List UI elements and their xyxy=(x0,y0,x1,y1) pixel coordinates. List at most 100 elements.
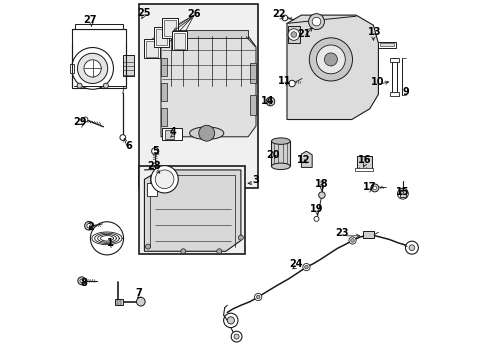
Bar xyxy=(355,168,373,171)
Bar xyxy=(363,231,373,238)
Bar xyxy=(287,26,300,43)
Text: 2: 2 xyxy=(87,222,94,232)
Text: 21: 21 xyxy=(297,29,310,39)
Circle shape xyxy=(311,17,320,26)
Bar xyxy=(356,156,371,170)
Circle shape xyxy=(348,237,355,244)
Text: 6: 6 xyxy=(125,141,132,151)
Text: 14: 14 xyxy=(261,96,274,106)
Circle shape xyxy=(155,170,174,189)
Bar xyxy=(146,41,158,57)
Circle shape xyxy=(405,241,418,254)
Circle shape xyxy=(84,60,101,77)
Circle shape xyxy=(309,38,352,81)
Text: 4: 4 xyxy=(169,127,176,138)
Circle shape xyxy=(181,249,185,254)
Bar xyxy=(70,64,74,73)
Text: 3: 3 xyxy=(251,175,258,185)
Bar xyxy=(162,18,177,38)
Circle shape xyxy=(372,186,376,190)
Ellipse shape xyxy=(271,138,289,144)
Bar xyxy=(389,92,399,96)
Circle shape xyxy=(231,331,242,342)
Bar xyxy=(139,166,244,254)
Text: 26: 26 xyxy=(187,9,201,19)
Circle shape xyxy=(136,297,145,306)
Bar xyxy=(153,27,168,47)
Circle shape xyxy=(408,245,414,251)
Text: 20: 20 xyxy=(265,150,279,160)
Circle shape xyxy=(397,188,407,199)
Bar xyxy=(161,83,167,101)
Bar xyxy=(146,183,156,196)
Circle shape xyxy=(151,148,159,155)
Bar xyxy=(122,55,134,76)
Circle shape xyxy=(77,83,82,88)
Polygon shape xyxy=(161,36,256,137)
Bar xyxy=(391,58,397,95)
Bar xyxy=(161,108,167,126)
Ellipse shape xyxy=(271,163,289,170)
Bar xyxy=(144,39,159,58)
Text: 15: 15 xyxy=(395,186,409,197)
Circle shape xyxy=(268,100,272,103)
Bar xyxy=(389,58,399,62)
Circle shape xyxy=(324,53,337,66)
Bar xyxy=(379,43,393,46)
Circle shape xyxy=(80,279,83,283)
Circle shape xyxy=(103,83,108,88)
Circle shape xyxy=(318,192,325,198)
Circle shape xyxy=(199,125,214,141)
Circle shape xyxy=(308,14,324,30)
Circle shape xyxy=(288,80,295,87)
Bar xyxy=(271,141,289,166)
Text: 13: 13 xyxy=(367,27,381,37)
Text: 16: 16 xyxy=(358,155,371,165)
Circle shape xyxy=(370,184,378,192)
Circle shape xyxy=(223,313,238,328)
Text: 29: 29 xyxy=(73,117,86,127)
Circle shape xyxy=(302,264,309,271)
Text: 8: 8 xyxy=(81,278,87,288)
Text: 9: 9 xyxy=(402,87,408,97)
Circle shape xyxy=(290,32,296,37)
Text: 7: 7 xyxy=(135,288,142,298)
Text: 18: 18 xyxy=(314,179,328,189)
Text: 28: 28 xyxy=(147,161,160,171)
Bar xyxy=(378,42,395,48)
Bar xyxy=(115,299,122,305)
Circle shape xyxy=(287,29,299,40)
Circle shape xyxy=(87,224,91,228)
Bar xyxy=(164,130,173,139)
Bar xyxy=(399,190,405,197)
Bar xyxy=(171,31,186,50)
Bar xyxy=(75,24,122,29)
Text: 19: 19 xyxy=(309,204,323,214)
Circle shape xyxy=(84,221,93,230)
Text: 12: 12 xyxy=(297,155,310,165)
Circle shape xyxy=(77,53,107,84)
Bar xyxy=(249,63,256,83)
Bar xyxy=(162,128,182,140)
Circle shape xyxy=(282,15,287,21)
Text: 23: 23 xyxy=(335,228,348,238)
Bar xyxy=(72,29,125,88)
Ellipse shape xyxy=(189,127,224,140)
Bar xyxy=(139,4,258,188)
Text: 1: 1 xyxy=(107,238,114,248)
Text: 22: 22 xyxy=(271,9,285,19)
Circle shape xyxy=(234,334,239,339)
Bar xyxy=(249,95,256,115)
Bar xyxy=(164,20,175,36)
Polygon shape xyxy=(144,170,241,251)
Circle shape xyxy=(265,97,274,106)
Text: 11: 11 xyxy=(278,76,291,86)
Circle shape xyxy=(350,239,354,242)
Circle shape xyxy=(216,249,222,254)
Bar xyxy=(168,30,247,38)
Polygon shape xyxy=(286,15,378,120)
Bar xyxy=(155,29,167,45)
Circle shape xyxy=(313,216,318,221)
Text: 5: 5 xyxy=(152,146,159,156)
Bar xyxy=(161,58,167,76)
